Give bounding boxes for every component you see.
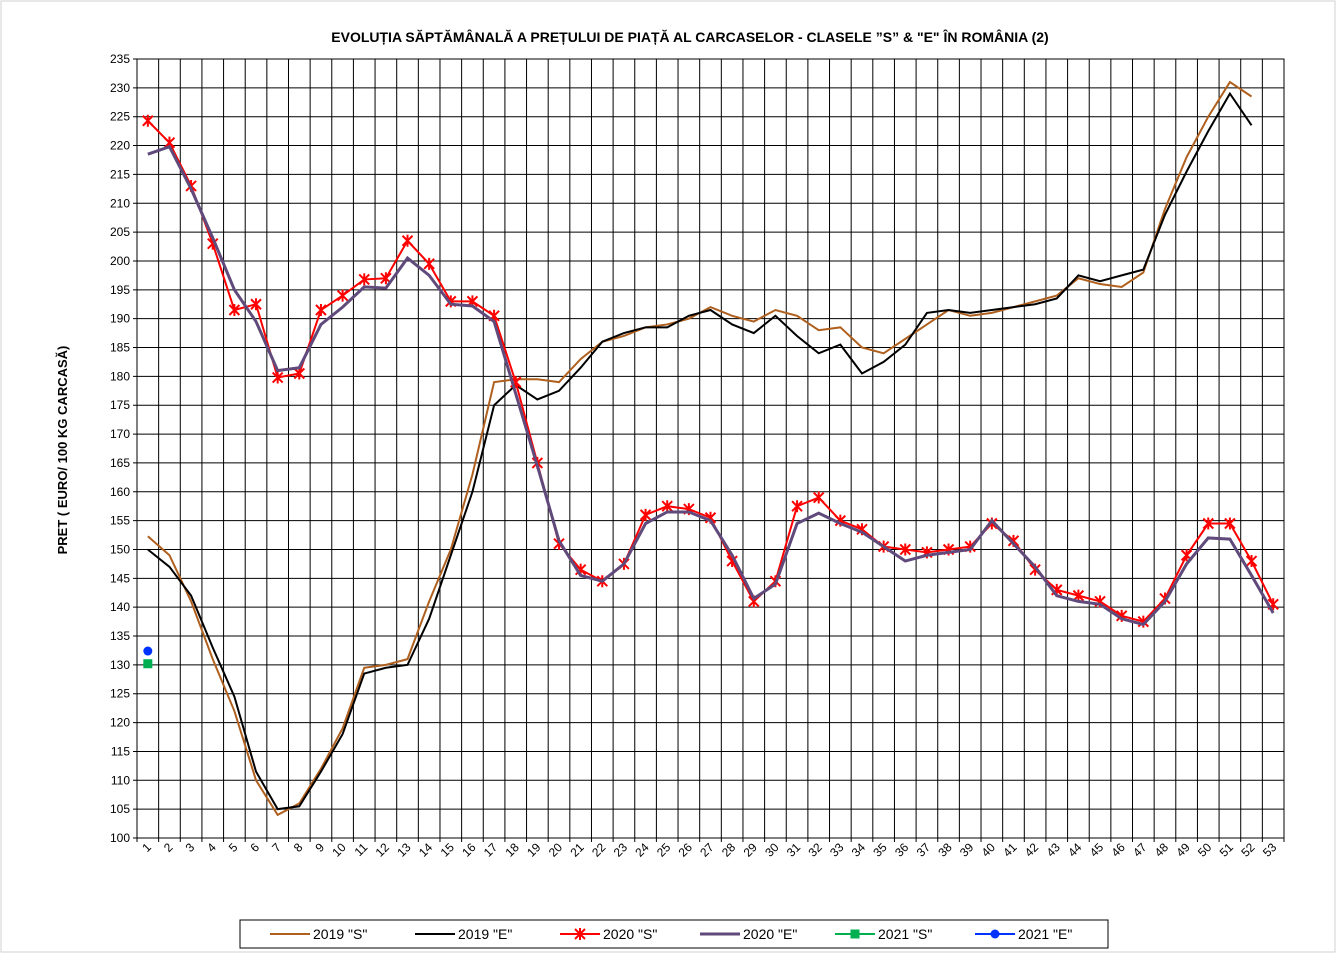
marker [228,304,241,317]
y-tick-label: 145 [110,571,130,585]
marker [639,508,652,521]
marker [143,646,153,656]
y-tick-label: 200 [110,254,130,268]
legend-label: 2021 "S" [878,926,932,942]
chart-title: EVOLUȚIA SĂPTĂMÂNALĂ A PREȚULUI DE PIAȚĂ… [331,28,1048,45]
y-axis-label: PRET ( EURO/ 100 KG CARCASĂ) [55,346,70,555]
marker [791,500,803,513]
y-tick-label: 225 [110,110,130,124]
y-tick-label: 195 [110,283,130,297]
marker [574,928,586,940]
series [147,144,1275,627]
marker [315,304,327,317]
y-tick-label: 220 [110,139,130,153]
marker [1224,517,1236,530]
marker [401,234,414,247]
y-tick-label: 105 [110,802,130,816]
series-line [147,144,1275,627]
y-tick-label: 185 [110,341,130,355]
legend-label: 2021 "E" [1018,926,1072,942]
series [143,646,153,656]
legend-label: 2020 "S" [603,926,657,942]
y-tick-label: 180 [110,369,130,383]
legend-label: 2019 "E" [458,926,512,942]
y-tick-label: 110 [111,773,130,787]
y-tick-label: 135 [110,629,130,643]
marker [358,273,370,286]
marker [850,929,860,939]
marker [1245,555,1258,568]
marker [142,114,154,127]
legend-label: 2019 "S" [313,926,367,942]
y-tick-label: 160 [110,485,130,499]
marker [250,298,262,311]
y-tick-label: 190 [110,312,130,326]
legend-label: 2020 "E" [743,926,797,942]
marker [271,371,284,384]
y-tick-label: 115 [111,744,130,758]
y-tick-label: 210 [110,196,130,210]
y-tick-label: 165 [110,456,130,470]
marker [661,500,673,513]
y-tick-label: 120 [110,716,130,730]
y-tick-label: 205 [110,225,130,239]
marker [1202,517,1214,530]
marker [813,491,825,504]
y-tick-label: 170 [110,427,130,441]
marker [143,659,153,669]
marker [990,929,1000,939]
series [143,659,153,669]
y-tick-label: 155 [110,514,130,528]
y-tick-label: 130 [110,658,130,672]
y-tick-label: 230 [110,81,130,95]
marker [899,543,911,556]
series [147,91,1253,811]
legend-box [239,919,1109,949]
y-tick-label: 140 [110,600,130,614]
y-tick-label: 235 [110,52,130,66]
marker [293,367,306,380]
y-tick-label: 100 [110,831,130,845]
y-tick-label: 215 [110,167,130,181]
marker [336,289,349,302]
plot-area [137,59,1284,838]
y-tick-label: 125 [110,687,130,701]
plot-border [136,58,1285,839]
y-tick-label: 175 [110,398,130,412]
y-tick-label: 150 [110,542,130,556]
series-line [147,91,1253,811]
marker [423,257,435,270]
